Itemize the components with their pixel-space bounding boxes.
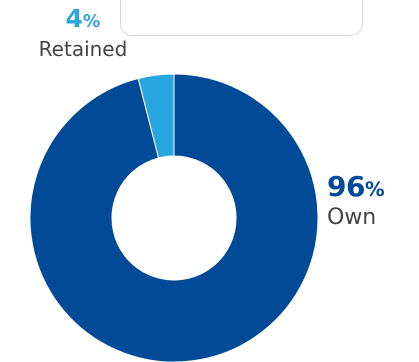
donut-hole bbox=[112, 156, 236, 280]
retained-percent-sign: % bbox=[82, 11, 101, 32]
own-percent-value: 96 bbox=[327, 170, 365, 203]
own-percent-sign: % bbox=[364, 177, 385, 201]
own-label: 96% Own bbox=[327, 170, 385, 230]
slice-own bbox=[29, 73, 319, 362]
card-frame bbox=[120, 0, 363, 36]
retained-percent: 4% bbox=[24, 6, 142, 32]
retained-label: 4% Retained bbox=[24, 6, 142, 59]
own-percent: 96% bbox=[327, 170, 385, 203]
retained-percent-value: 4 bbox=[65, 4, 83, 33]
own-caption: Own bbox=[327, 205, 377, 230]
retained-caption: Retained bbox=[38, 36, 128, 61]
